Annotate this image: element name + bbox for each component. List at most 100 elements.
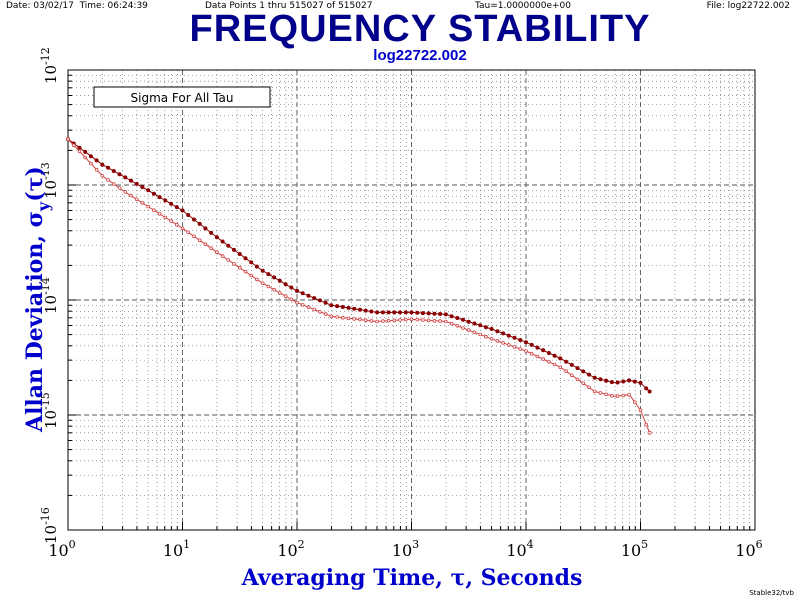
data-point [169, 219, 173, 223]
data-point [192, 234, 196, 239]
data-point [363, 308, 368, 313]
data-point [581, 381, 585, 386]
data-point [323, 300, 328, 305]
x-tick-label: 105 [621, 538, 648, 560]
data-point [340, 315, 345, 320]
x-tick-labels: 100 101 102 103 104 105 106 [48, 538, 762, 560]
data-point [392, 318, 397, 323]
data-point [604, 392, 608, 397]
data-point [524, 349, 528, 353]
data-point [129, 193, 133, 198]
data-point [134, 197, 139, 202]
y-tick-label: 10-13 [39, 162, 60, 199]
data-point [587, 372, 592, 377]
data-point [552, 362, 557, 367]
data-point [397, 310, 402, 315]
data-point [615, 394, 620, 398]
data-point [169, 201, 174, 206]
data-point [587, 385, 591, 390]
header-date-time: Date: 03/02/17 Time: 06:24:39 [6, 1, 148, 11]
data-point [157, 195, 162, 200]
data-point [621, 393, 626, 398]
data-point [203, 226, 208, 231]
data-point [443, 319, 448, 324]
data-point [243, 256, 248, 261]
data-point [420, 311, 425, 316]
data-point [249, 260, 254, 265]
data-point [117, 172, 122, 177]
data-point [151, 191, 156, 196]
data-point [191, 217, 196, 222]
legend-box: Sigma For All Tau [93, 86, 271, 108]
data-point [575, 377, 580, 382]
data-point [403, 317, 408, 322]
data-point [489, 336, 494, 341]
data-point [226, 243, 231, 248]
data-point [335, 315, 339, 319]
data-point [146, 204, 151, 209]
data-point [375, 319, 379, 324]
chart-subtitle: log22722.002 [373, 47, 467, 64]
data-point [455, 323, 460, 328]
data-point [209, 246, 213, 251]
data-point [214, 235, 219, 240]
data-point [71, 143, 76, 148]
data-point [558, 365, 563, 370]
data-point [174, 205, 179, 210]
data-point [472, 321, 477, 326]
data-point [644, 422, 648, 427]
data-point [403, 310, 408, 315]
data-point [352, 306, 357, 311]
data-point [409, 310, 414, 315]
data-point [386, 318, 391, 323]
data-point [506, 333, 511, 338]
header-tau: Tau=1.0000000e+00 [475, 1, 571, 11]
data-point [83, 149, 88, 154]
data-point [472, 330, 477, 335]
data-point [77, 149, 82, 154]
data-point [180, 226, 185, 231]
data-point [564, 369, 568, 374]
data-point [88, 154, 93, 159]
data-point [592, 389, 597, 394]
data-point [546, 350, 551, 355]
data-point [415, 310, 420, 315]
data-point [94, 167, 99, 172]
data-point [455, 315, 460, 320]
data-point [581, 369, 586, 374]
data-point [266, 284, 271, 289]
series-line [67, 138, 650, 392]
data-point [272, 275, 277, 280]
data-point [117, 186, 122, 190]
data-point [106, 178, 110, 182]
data-point [112, 182, 116, 186]
data-point [609, 380, 614, 385]
data-point [461, 326, 465, 330]
data-point [369, 309, 374, 314]
data-point [94, 158, 99, 163]
data-point [495, 339, 500, 343]
data-point [489, 326, 494, 331]
axis-ticks [68, 74, 751, 530]
data-point [638, 408, 643, 413]
data-point [386, 310, 391, 315]
data-point [260, 281, 265, 286]
data-point [100, 162, 105, 167]
data-point [512, 345, 517, 349]
x-tick-label: 100 [48, 538, 75, 560]
data-point [66, 137, 70, 142]
data-point [380, 310, 385, 315]
data-point [215, 250, 219, 255]
data-point [100, 174, 105, 178]
data-point [569, 373, 574, 378]
data-point [381, 319, 385, 323]
data-point [432, 318, 437, 323]
data-point [226, 258, 231, 262]
legend-label: Sigma For All Tau [131, 91, 234, 105]
data-point [260, 268, 265, 273]
data-point [318, 309, 322, 314]
y-tick-label: 10-16 [39, 507, 60, 544]
data-point [231, 247, 236, 252]
data-point [294, 288, 299, 293]
data-point [632, 400, 637, 405]
